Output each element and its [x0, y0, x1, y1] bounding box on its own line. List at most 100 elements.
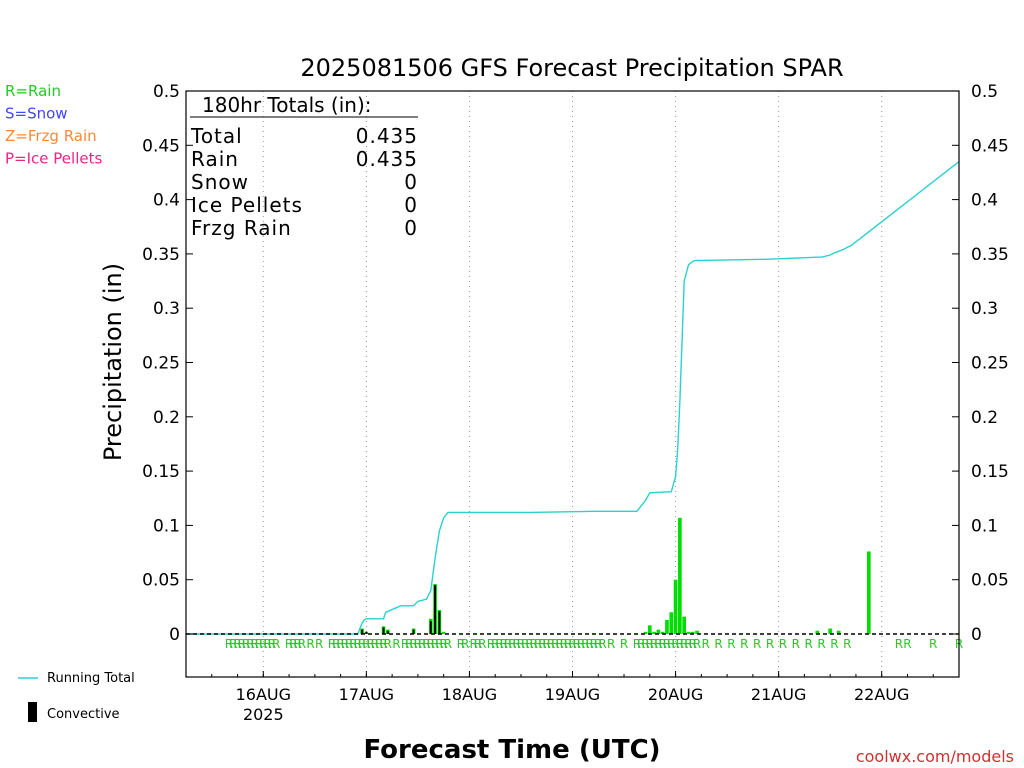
- ptype-legend-item: Z=Frzg Rain: [5, 127, 97, 145]
- ptype-mark: R: [598, 637, 606, 651]
- ptype-mark: R: [229, 637, 237, 651]
- ptype-mark: R: [620, 637, 628, 651]
- y-tick-label-right: 0.1: [971, 516, 998, 536]
- x-tick-label: 17AUG: [339, 685, 394, 704]
- ptype-mark: R: [293, 637, 301, 651]
- ptype-mark: R: [577, 637, 585, 651]
- ptype-mark: R: [581, 637, 589, 651]
- y-axis-ticks: 0 00.05 0.050.1 0.10.15 0.150.2 0.20.25 0.250.…: [142, 82, 1009, 645]
- ptype-mark: R: [568, 637, 576, 651]
- vertical-grid: [262, 91, 883, 677]
- ptype-mark: R: [457, 637, 465, 651]
- ptype-mark: R: [435, 637, 443, 651]
- x-axis-label: Forecast Time (UTC): [363, 735, 660, 765]
- ptype-mark: R: [384, 637, 392, 651]
- x-tick-label: 18AUG: [442, 685, 497, 704]
- ptype-mark: R: [285, 637, 293, 651]
- y-tick-label-left: 0.15: [142, 462, 180, 482]
- totals-label: Rain: [191, 147, 239, 171]
- y-tick-label-left: 0.45: [142, 136, 180, 156]
- totals-header: 180hr Totals (in):: [202, 93, 372, 117]
- y-tick-label-left: 0.4: [153, 191, 180, 211]
- ptype-mark: R: [345, 637, 353, 651]
- ptype-mark: R: [328, 637, 336, 651]
- legend-label: Running Total: [47, 671, 135, 686]
- convective-bar: [365, 631, 368, 634]
- rain-bar: [669, 612, 674, 634]
- y-tick-label-right: 0.15: [971, 462, 1009, 482]
- ptype-mark: R: [392, 637, 400, 651]
- rain-bar: [647, 625, 652, 634]
- ptype-mark: R: [495, 637, 503, 651]
- y-tick-label-left: 0.35: [142, 245, 180, 265]
- rain-bar: [815, 630, 820, 634]
- rain-bar: [678, 517, 682, 634]
- running-total-line: [186, 161, 960, 635]
- ptype-mark: R: [895, 637, 903, 651]
- ptype-mark: R: [641, 637, 649, 651]
- convective-bar: [438, 611, 441, 634]
- ptype-mark: R: [594, 637, 602, 651]
- y-tick-label-right: 0.2: [971, 408, 998, 428]
- y-tick-label-right: 0.3: [971, 299, 998, 319]
- ptype-mark: R: [805, 637, 813, 651]
- x-tick-sublabel: 2025: [243, 705, 284, 724]
- ptype-mark: R: [422, 637, 430, 651]
- y-tick-label-left: 0.2: [153, 408, 180, 428]
- ptype-mark: R: [543, 637, 551, 651]
- ptype-mark: R: [650, 637, 658, 651]
- y-tick-label-left: 0.1: [153, 516, 180, 536]
- ptype-mark: R: [251, 637, 259, 651]
- ptype-mark: R: [504, 637, 512, 651]
- ptype-mark: R: [929, 637, 937, 651]
- ptype-mark: R: [341, 637, 349, 651]
- ptype-mark: R: [663, 637, 671, 651]
- totals-value: 0.435: [356, 147, 418, 171]
- ptype-mark: R: [401, 637, 409, 651]
- ptype-mark: R: [289, 637, 297, 651]
- ptype-mark: R: [659, 637, 667, 651]
- x-tick-label: 16AUG: [236, 685, 291, 704]
- ptype-mark: R: [766, 637, 774, 651]
- ptype-mark: R: [366, 637, 374, 651]
- x-tick-label: 22AUG: [854, 685, 909, 704]
- ptype-mark: R: [560, 637, 568, 651]
- ptype-mark: R: [379, 637, 387, 651]
- ptype-mark: R: [637, 637, 645, 651]
- y-tick-label-right: 0.05: [971, 571, 1009, 591]
- totals-value: 0: [404, 170, 418, 194]
- ptype-mark: R: [547, 637, 555, 651]
- y-tick-label-right: 0: [971, 625, 982, 645]
- totals-value: 0: [404, 193, 418, 217]
- ptype-mark: R: [676, 637, 684, 651]
- ptype-mark: R: [779, 637, 787, 651]
- ptype-mark: R: [487, 637, 495, 651]
- ptype-mark: R: [654, 637, 662, 651]
- ptype-mark: R: [530, 637, 538, 651]
- ptype-mark: R: [439, 637, 447, 651]
- ptype-mark: R: [586, 637, 594, 651]
- ptype-mark: R: [684, 637, 692, 651]
- convective-bar: [386, 630, 389, 634]
- ptype-mark: R: [538, 637, 546, 651]
- ptype-mark: R: [513, 637, 521, 651]
- ptype-mark: R: [792, 637, 800, 651]
- rain-bar: [652, 631, 656, 634]
- legend-swatch-bar: [28, 702, 37, 722]
- ptype-mark: R: [225, 637, 233, 651]
- y-tick-label-left: 0.25: [142, 354, 180, 374]
- ptype-mark: R: [521, 637, 529, 651]
- rain-bar: [866, 551, 871, 634]
- ptype-mark: R: [362, 637, 370, 651]
- legend-label: Convective: [47, 707, 120, 722]
- rain-bar: [690, 631, 695, 634]
- ptype-mark: R: [830, 637, 838, 651]
- ptype-legend: R=Rain S=Snow Z=Frzg Rain P=Ice Pellets: [5, 82, 102, 168]
- rain-bar: [441, 631, 446, 634]
- y-axis-label: Precipitation (in): [99, 263, 127, 461]
- ptype-mark: R: [431, 637, 439, 651]
- ptype-mark: R: [371, 637, 379, 651]
- precip-bars: [360, 517, 871, 634]
- ptype-mark: R: [474, 637, 482, 651]
- x-tick-label: 20AUG: [648, 685, 703, 704]
